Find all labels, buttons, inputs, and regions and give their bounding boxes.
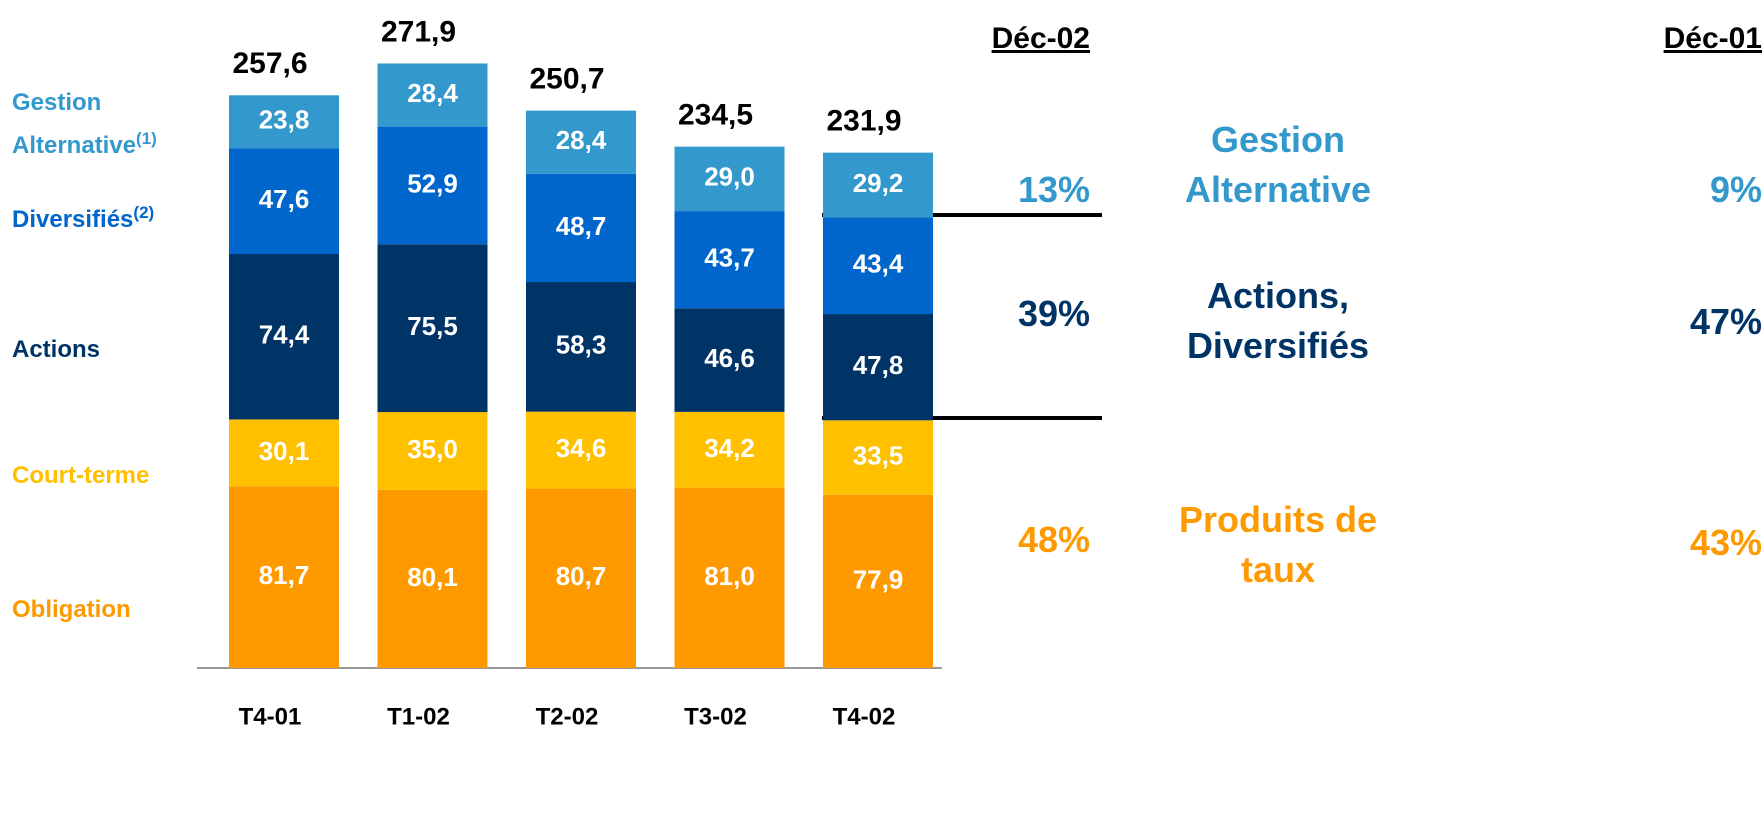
panel-value: 48% bbox=[1017, 519, 1090, 560]
value-label: 30,1 bbox=[259, 436, 310, 466]
value-label: 34,6 bbox=[556, 433, 607, 463]
value-label: 77,9 bbox=[853, 564, 904, 594]
value-label: 52,9 bbox=[407, 168, 458, 198]
value-label: 58,3 bbox=[556, 330, 607, 360]
total-label: 257,6 bbox=[232, 47, 307, 80]
bar-segment bbox=[674, 411, 785, 488]
value-label: 81,0 bbox=[704, 561, 755, 591]
value-label: 75,5 bbox=[407, 311, 458, 341]
value-label: 43,7 bbox=[704, 243, 755, 273]
x-tick-label: T4-02 bbox=[833, 703, 896, 730]
legend-footnote: (1) bbox=[136, 129, 157, 148]
value-label: 29,2 bbox=[853, 168, 904, 198]
panel-label: Produits de taux bbox=[1178, 499, 1378, 590]
value-label: 23,8 bbox=[259, 105, 310, 135]
bar-segment bbox=[229, 95, 339, 149]
legend-label: Actions bbox=[12, 336, 101, 363]
total-label: 231,9 bbox=[826, 104, 901, 137]
bar-segment bbox=[377, 489, 488, 668]
bar-segment bbox=[674, 211, 785, 309]
bar-segment bbox=[526, 488, 636, 668]
total-label: 271,9 bbox=[381, 15, 456, 48]
bar-segment bbox=[823, 420, 933, 495]
value-label: 29,0 bbox=[704, 162, 755, 192]
legend-entry: Diversifiés(2) bbox=[12, 195, 182, 238]
legend-footnote: (2) bbox=[133, 203, 155, 222]
bar-segment bbox=[823, 152, 933, 218]
panel-value: 43% bbox=[1689, 522, 1762, 563]
legend-label: Gestion Alternative bbox=[12, 89, 137, 159]
panel-value: 47% bbox=[1689, 301, 1762, 342]
value-label: 35,0 bbox=[407, 434, 458, 464]
value-label: 80,1 bbox=[407, 562, 458, 592]
value-label: 46,6 bbox=[704, 343, 755, 373]
bar-segment bbox=[526, 282, 636, 412]
bar-segment bbox=[229, 419, 339, 487]
legend-entry: Obligation bbox=[12, 592, 182, 628]
bar-segment bbox=[823, 314, 933, 421]
legend-label: Obligation bbox=[12, 596, 131, 623]
bar-segment bbox=[823, 494, 933, 668]
panel-value: 9% bbox=[1709, 169, 1762, 210]
value-label: 74,4 bbox=[259, 320, 310, 350]
total-label: 250,7 bbox=[529, 63, 604, 96]
x-tick-label: T2-02 bbox=[536, 703, 599, 730]
value-label: 47,6 bbox=[259, 184, 310, 214]
bar-segment bbox=[229, 254, 339, 420]
panel-header: Déc-01 bbox=[1663, 22, 1762, 55]
panel-value: 39% bbox=[1017, 293, 1090, 334]
panel-value: 13% bbox=[1017, 169, 1090, 210]
value-label: 81,7 bbox=[259, 560, 310, 590]
bar-segment bbox=[526, 411, 636, 489]
bar-segment bbox=[674, 146, 785, 212]
panel-label: Actions, Diversifiés bbox=[1186, 275, 1370, 366]
value-label: 48,7 bbox=[556, 211, 607, 241]
value-label: 34,2 bbox=[704, 433, 755, 463]
value-label: 28,4 bbox=[407, 78, 458, 108]
bar-segment bbox=[229, 486, 339, 668]
x-tick-label: T4-01 bbox=[239, 703, 302, 730]
value-label: 43,4 bbox=[853, 249, 904, 279]
bar-segment bbox=[526, 173, 636, 283]
bar-segment bbox=[526, 110, 636, 174]
legend-entry: Gestion Alternative(1) bbox=[12, 85, 182, 164]
value-label: 80,7 bbox=[556, 561, 607, 591]
value-label: 47,8 bbox=[853, 350, 904, 380]
bar-segment bbox=[823, 217, 933, 315]
legend-entry: Actions bbox=[12, 332, 182, 368]
value-label: 33,5 bbox=[853, 440, 904, 470]
panel-header: Déc-02 bbox=[991, 22, 1090, 55]
bar-segment bbox=[229, 148, 339, 255]
bar-segment bbox=[674, 487, 785, 668]
bar-segment bbox=[377, 126, 488, 245]
bar-segment bbox=[377, 412, 488, 490]
x-tick-label: T3-02 bbox=[684, 703, 747, 730]
bar-segment bbox=[377, 244, 488, 413]
value-label: 28,4 bbox=[556, 125, 607, 155]
legend-label: Court-terme bbox=[12, 462, 150, 489]
bar-segment bbox=[377, 63, 488, 127]
x-tick-label: T1-02 bbox=[387, 703, 450, 730]
total-label: 234,5 bbox=[678, 99, 753, 132]
legend-label: Diversifiés bbox=[12, 206, 134, 233]
legend-entry: Court-terme bbox=[12, 458, 182, 494]
bar-segment bbox=[674, 308, 785, 412]
panel-label: Gestion Alternative bbox=[1184, 119, 1372, 210]
